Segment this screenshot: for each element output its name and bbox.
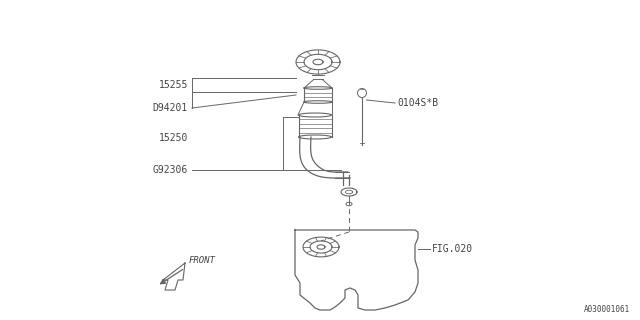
Text: A030001061: A030001061 xyxy=(584,305,630,314)
Text: FIG.020: FIG.020 xyxy=(432,244,473,254)
Text: FRONT: FRONT xyxy=(189,256,216,265)
Text: D94201: D94201 xyxy=(153,103,188,113)
Text: 15250: 15250 xyxy=(159,133,188,143)
Text: G92306: G92306 xyxy=(153,165,188,175)
Text: 0104S*B: 0104S*B xyxy=(397,98,438,108)
Text: 15255: 15255 xyxy=(159,80,188,90)
